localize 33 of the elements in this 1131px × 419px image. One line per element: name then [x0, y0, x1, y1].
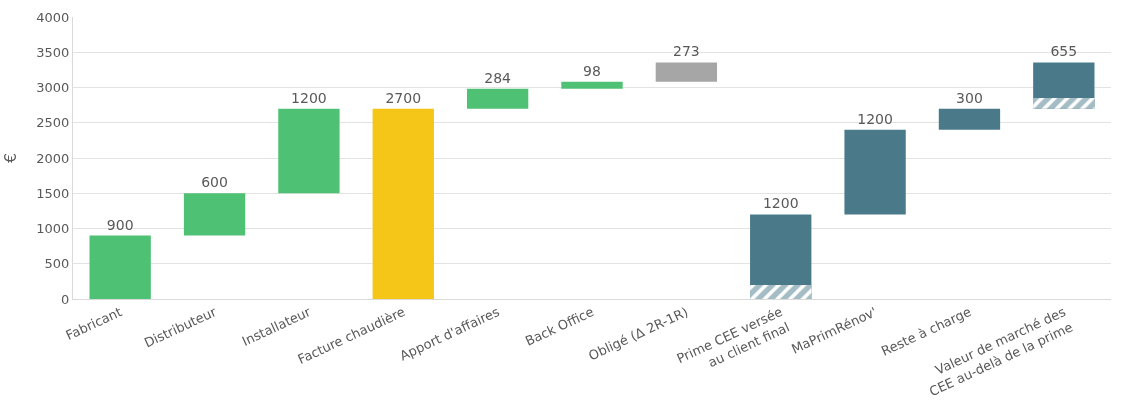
bar [844, 129, 906, 215]
bar [278, 108, 340, 194]
y-axis-title: € [1, 152, 21, 164]
y-tick-label: 1000 [36, 221, 70, 237]
y-tick-label: 3000 [36, 80, 70, 96]
data-label: 600 [201, 174, 228, 191]
y-tick-label: 4000 [36, 9, 70, 25]
y-tick-label: 0 [61, 291, 70, 307]
data-label: 1200 [291, 89, 327, 106]
x-tick-label: Back Office [522, 304, 597, 349]
bar [655, 62, 718, 82]
bar [938, 108, 1001, 130]
y-tick-label: 500 [44, 256, 70, 272]
bar [1033, 98, 1095, 109]
y-tick-label: 2500 [36, 115, 70, 131]
data-label: 1200 [762, 195, 799, 212]
bar [750, 284, 812, 299]
data-label: 273 [673, 43, 700, 60]
data-label: 284 [484, 69, 512, 86]
data-label: 2700 [385, 89, 422, 106]
y-tick-label: 1500 [36, 185, 70, 201]
y-tick-label: 3500 [36, 44, 70, 60]
data-label: 655 [1050, 43, 1078, 60]
bar [561, 81, 623, 89]
y-tick-label: 2000 [36, 150, 70, 166]
bar [183, 193, 246, 236]
data-label: 300 [956, 89, 983, 106]
bar [466, 88, 529, 109]
data-label: 98 [583, 62, 601, 79]
bar [89, 235, 151, 299]
data-label: 1200 [857, 110, 893, 127]
data-label: 900 [106, 216, 134, 233]
bar [372, 108, 434, 299]
